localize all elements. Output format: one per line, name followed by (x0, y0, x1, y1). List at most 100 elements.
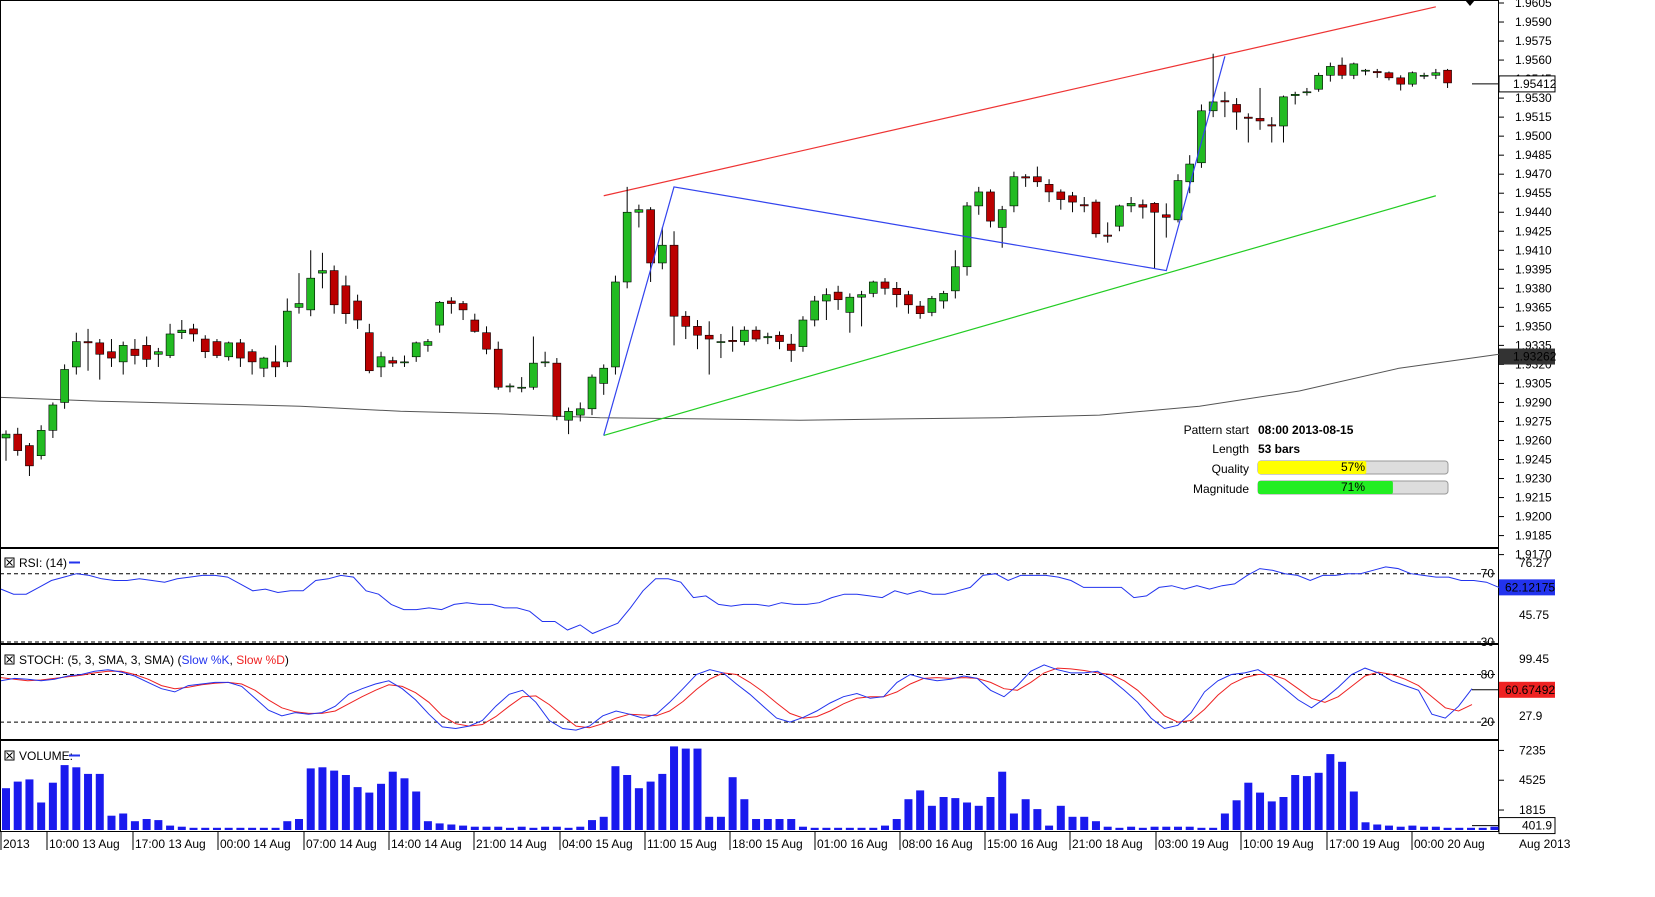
candle-body (200, 338, 210, 353)
candle-body (575, 408, 585, 416)
candle-body (904, 294, 913, 306)
volume-bar (1361, 822, 1370, 830)
volume-bar (84, 773, 93, 830)
candle-body (294, 303, 304, 308)
candle-body (810, 300, 819, 321)
candle-body (154, 351, 163, 355)
volume-bar (154, 820, 163, 830)
volume-title[interactable]: VOLUME: (4, 749, 80, 763)
candle-body (306, 277, 316, 311)
pattern-magnitude-label: Magnitude (1193, 482, 1249, 496)
volume-bar (505, 827, 514, 830)
volume-bar (37, 802, 46, 830)
candle-body (411, 342, 421, 358)
pattern-start-label: Pattern start (1184, 423, 1250, 437)
candle-body (740, 329, 749, 342)
volume-last-box (1498, 817, 1556, 835)
stoch-legend-k: Slow %K (182, 653, 230, 667)
candle-body (1091, 201, 1101, 235)
candle-body (247, 351, 257, 363)
last-price-label: 1.95412 (1513, 77, 1557, 91)
candle-body (1255, 118, 1265, 122)
candle-body (365, 332, 374, 372)
stoch-level-label: 80 (1481, 667, 1495, 681)
candle-body (1068, 195, 1077, 203)
candle-body (716, 341, 726, 343)
stoch-title-line: STOCH: (5, 3, SMA, 3, SMA) (Slow %K, Slo… (19, 653, 289, 667)
volume-bar (892, 819, 901, 830)
volume-bar (1338, 761, 1347, 830)
volume-bar (1443, 827, 1452, 830)
price-panel-frame (0, 0, 1499, 548)
candle-body (611, 281, 620, 368)
volume-bar (1384, 825, 1393, 830)
time-tick-label: 2013 (3, 837, 30, 851)
candle-body (564, 411, 573, 421)
volume-bar (1080, 816, 1089, 830)
volume-bar (752, 819, 761, 830)
time-tick-label: 08:00 16 Aug (902, 837, 973, 851)
candle-body (36, 430, 46, 456)
volume-bar (212, 827, 221, 830)
price-tick-label: 1.9305 (1515, 376, 1552, 390)
price-tick-label: 1.9560 (1515, 53, 1552, 67)
volume-bar (951, 798, 960, 830)
candle-body (493, 348, 503, 388)
volume-bar (1068, 816, 1077, 830)
price-tick-label: 1.9425 (1515, 224, 1552, 238)
volume-bar (459, 825, 468, 830)
candle-body (1232, 104, 1241, 113)
volume-bar (330, 770, 339, 830)
candle-body (259, 357, 269, 369)
price-tick-label: 1.9350 (1515, 319, 1552, 333)
volume-bar (1138, 827, 1147, 830)
candle-body (1161, 214, 1171, 218)
volume-bar (248, 827, 257, 830)
candle-body (1150, 203, 1159, 213)
rsi-panel-frame (0, 548, 1499, 644)
candle-body (1326, 66, 1335, 76)
time-tick-label: 00:00 14 Aug (220, 837, 291, 851)
time-tick-label: 10:00 13 Aug (49, 837, 120, 851)
volume-bar (400, 778, 409, 830)
candle-body (974, 191, 984, 207)
candle-body (763, 336, 773, 339)
volume-bar (670, 746, 679, 830)
volume-bar (775, 819, 784, 830)
rsi-title[interactable]: RSI: (14) (4, 556, 80, 570)
candle-body (1044, 184, 1054, 193)
volume-bar (1467, 827, 1475, 830)
candle-body (400, 361, 409, 364)
rsi-level-label: 30 (1481, 635, 1495, 649)
volume-bar (927, 805, 936, 830)
stoch-title[interactable]: STOCH: (5, 3, SMA, 3, SMA) (Slow %K, Slo… (4, 653, 289, 667)
volume-bar (904, 799, 913, 830)
volume-bar (1396, 826, 1405, 830)
candle-body (1103, 234, 1112, 237)
volume-bar (681, 748, 690, 830)
volume-bar (224, 827, 233, 830)
stoch-k-line (0, 664, 1473, 731)
volume-bar (1478, 827, 1487, 830)
price-tick-label: 1.9215 (1515, 491, 1552, 505)
volume-bar (295, 819, 303, 830)
stoch-panel-frame (0, 644, 1499, 740)
price-axis: 1.96051.95901.95751.95601.95451.95301.95… (1472, 0, 1557, 562)
candle-body (1443, 69, 1452, 84)
candle-body (986, 191, 995, 222)
volume-bar (1490, 826, 1499, 830)
price-tick-label: 1.9275 (1515, 414, 1552, 428)
candle-body (1220, 100, 1230, 103)
candle-body (236, 342, 245, 359)
price-tick-label: 1.9575 (1515, 34, 1552, 48)
volume-bar (130, 821, 139, 830)
volume-bar (576, 826, 585, 830)
candle-body (622, 211, 632, 283)
candle-body (1290, 94, 1300, 96)
rsi-level-label: 70 (1481, 567, 1495, 581)
price-tick-label: 1.9590 (1515, 15, 1552, 29)
volume-bar (1127, 826, 1136, 830)
candle-body (775, 334, 784, 342)
volume-toggle-x-icon (6, 752, 13, 759)
volume-bar (1150, 826, 1159, 830)
